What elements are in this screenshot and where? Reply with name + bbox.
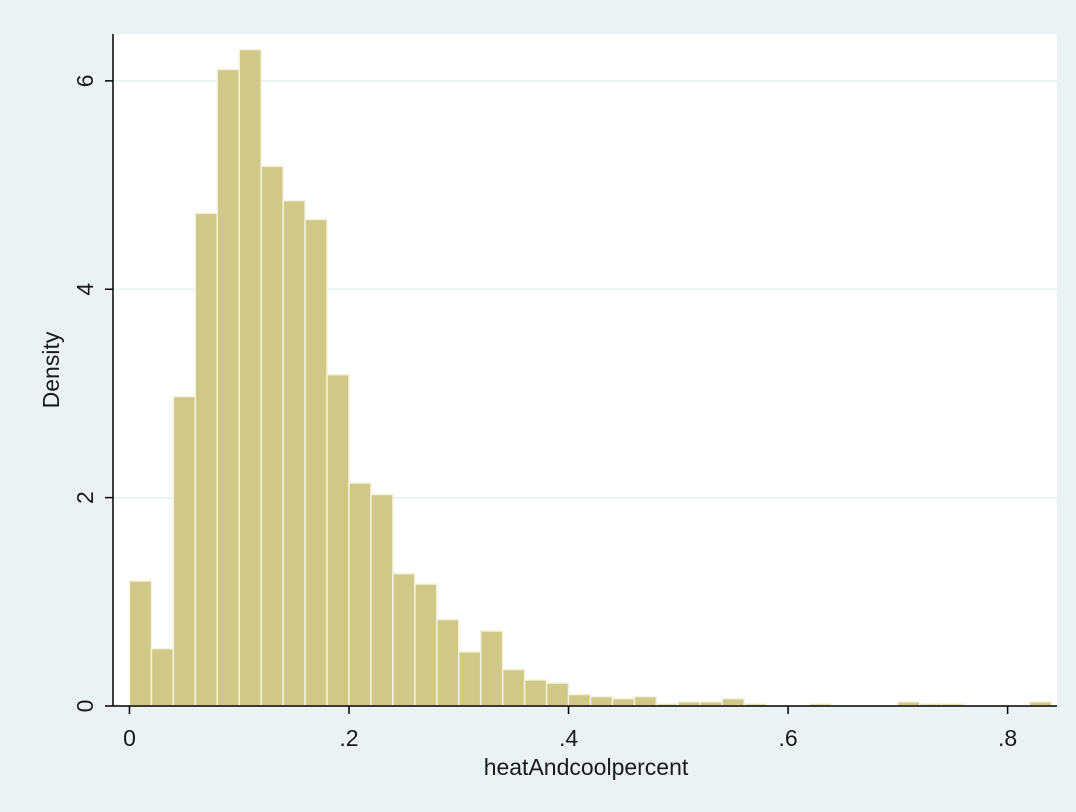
x-tick-label: .2 [339, 725, 358, 751]
histogram-bar [567, 693, 592, 707]
histogram-bar [479, 630, 504, 707]
histogram-bar [721, 697, 745, 707]
x-tick-label: .4 [559, 725, 578, 751]
histogram-bar [414, 583, 438, 707]
histogram-bar [282, 199, 306, 707]
y-tick-label: 0 [72, 700, 98, 713]
histogram-bar [436, 618, 460, 707]
x-tick-label: .6 [778, 725, 797, 751]
y-tick-label: 4 [72, 283, 98, 296]
histogram-bar [260, 165, 284, 707]
histogram-bar [216, 68, 240, 707]
histogram-bar [501, 668, 526, 707]
histogram-bar [633, 695, 658, 707]
tick-labels: 0 .2 .4 .6 .8 0 2 4 6 [72, 74, 1017, 751]
x-tick-label: .8 [998, 725, 1017, 751]
y-tick-label: 6 [72, 74, 98, 87]
histogram-bar [611, 697, 636, 707]
histogram-bar [326, 373, 350, 707]
x-tick-label: 0 [123, 725, 136, 751]
histogram-bar [589, 695, 614, 707]
histogram-bar [392, 572, 416, 707]
histogram-bar [238, 48, 262, 707]
histogram-bar [458, 651, 482, 707]
histogram-bar [172, 395, 197, 707]
histogram-bar [348, 482, 372, 707]
histogram-bar [150, 647, 175, 707]
y-tick-label: 2 [72, 491, 98, 504]
histogram-bar [545, 682, 570, 707]
histogram-bar [304, 218, 328, 707]
x-axis-title: heatAndcoolpercent [484, 754, 689, 780]
histogram-bars [128, 48, 1053, 707]
histogram-bar [128, 580, 153, 707]
y-axis-title: Density [38, 331, 64, 408]
histogram-bar [370, 493, 394, 707]
axes [112, 34, 1057, 707]
histogram-bar [194, 212, 219, 707]
histogram-bar [523, 679, 548, 707]
